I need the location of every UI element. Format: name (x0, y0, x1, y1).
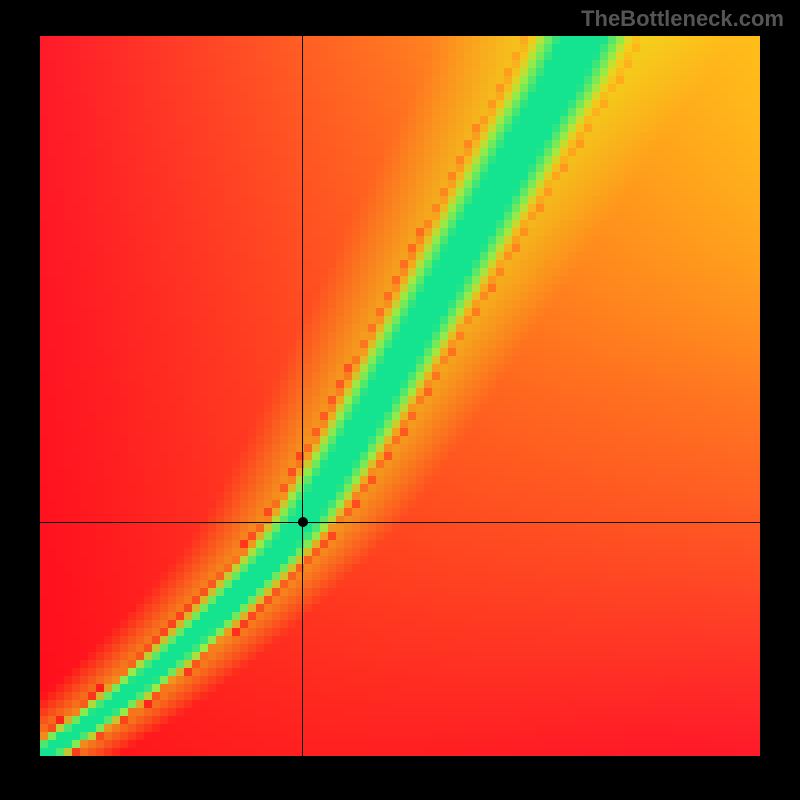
chart-container: { "type": "heatmap", "watermark": { "tex… (0, 0, 800, 800)
crosshair-vertical (302, 36, 303, 756)
bottleneck-heatmap (40, 36, 760, 756)
crosshair-marker (298, 517, 308, 527)
crosshair-horizontal (40, 522, 760, 523)
watermark-text: TheBottleneck.com (581, 6, 784, 32)
